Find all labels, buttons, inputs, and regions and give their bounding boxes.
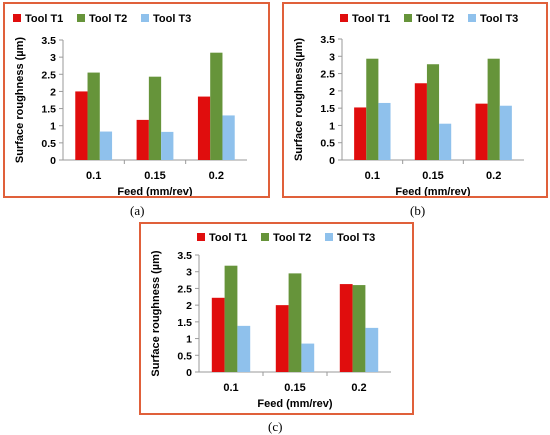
caption-b: (b): [410, 203, 426, 218]
bar-t1-0: [354, 107, 367, 160]
y-axis-title: Surface roughness (µm): [14, 37, 26, 163]
legend-swatch-2: [77, 14, 85, 22]
y-tick-label: 1: [50, 121, 56, 133]
bar-t2-1: [426, 64, 440, 160]
x-tick-label: 0.1: [223, 382, 238, 394]
y-tick-label: 3.5: [41, 35, 56, 47]
y-tick-label: 1.5: [177, 317, 192, 329]
caption-c: (c): [268, 419, 283, 434]
bar-t1-2: [339, 284, 353, 372]
x-tick-label: 0.2: [486, 170, 501, 182]
y-tick-label: 2: [329, 86, 335, 98]
y-tick-label: 1: [329, 120, 335, 132]
bar-t2-0: [224, 265, 238, 372]
legend-label-2: Tool T2: [89, 13, 127, 25]
y-tick-label: 1.5: [320, 103, 335, 115]
legend: Tool T1 Tool T2 Tool T3: [197, 232, 375, 244]
y-tick-label: 0.5: [177, 350, 192, 362]
y-tick-label: 2: [186, 300, 192, 312]
bar-t1-2: [475, 103, 488, 160]
bar-t1-1: [136, 119, 149, 160]
bar-t1-0: [75, 91, 88, 160]
x-tick-label: 0.2: [351, 382, 366, 394]
x-tick-label: 0.15: [284, 382, 305, 394]
bar-t3-1: [439, 123, 452, 160]
legend-label-1: Tool T1: [25, 13, 63, 25]
legend-label-3: Tool T3: [153, 13, 191, 25]
bar-t2-0: [366, 58, 379, 160]
legend-swatch-1: [340, 14, 348, 22]
legend-label-3: Tool T3: [337, 232, 375, 244]
y-tick-label: 1.5: [41, 104, 56, 116]
bar-t1-1: [275, 305, 289, 372]
bar-t3-0: [378, 102, 391, 160]
bar-t3-2: [365, 327, 379, 372]
bar-t2-0: [87, 72, 100, 160]
y-axis-title: Surface roughness (µm): [150, 250, 162, 376]
y-tick-label: 3: [329, 51, 335, 63]
bar-t3-0: [99, 131, 113, 160]
chart-panel-a: Tool T1 Tool T2 Tool T3 0 0.5 1 1.5 2 2.5 3 3.5 0.1…: [3, 2, 270, 198]
y-tick-label: 2: [50, 86, 56, 98]
bar-chart-c: Tool T1 Tool T2 Tool T3 0 0.5 1 1.5 2 2.5 3 3.5 0.1…: [150, 232, 391, 410]
y-tick-label: 3.5: [177, 250, 192, 262]
y-tick-label: 1: [186, 334, 192, 346]
bar-t1-2: [197, 96, 211, 160]
y-tick-label: 3: [50, 52, 56, 64]
y-tick-label: 0: [186, 367, 192, 379]
legend-label-1: Tool T1: [209, 232, 247, 244]
chart-panel-c: Tool T1 Tool T2 Tool T3 0 0.5 1 1.5 2 2.5 3 3.5 0.1…: [139, 222, 414, 415]
bar-t2-1: [288, 273, 302, 372]
x-axis-title: Feed (mm/rev): [117, 186, 193, 196]
legend-swatch-2: [404, 14, 412, 22]
x-axis-title: Feed (mm/rev): [395, 186, 471, 196]
legend-label-2: Tool T2: [416, 13, 454, 25]
legend-swatch-3: [468, 14, 476, 22]
legend-swatch-1: [13, 14, 21, 22]
legend-swatch-3: [141, 14, 149, 22]
bar-t2-1: [148, 76, 162, 160]
chart-panel-b: Tool T1 Tool T2 Tool T3 0 0.5 1 1.5 2 2.5 3 3.5 0.1…: [282, 2, 548, 198]
legend-label-1: Tool T1: [352, 13, 390, 25]
bar-t2-2: [210, 52, 223, 160]
legend: Tool T1 Tool T2 Tool T3: [340, 13, 518, 25]
y-axis-title: Surface roughness(µm): [293, 38, 305, 161]
caption-a: (a): [130, 203, 145, 218]
bar-t2-2: [352, 285, 366, 372]
bar-t3-2: [499, 105, 512, 160]
bar-t2-2: [487, 58, 500, 160]
legend-swatch-1: [197, 233, 205, 241]
x-tick-label: 0.2: [209, 170, 224, 182]
bar-t3-1: [301, 343, 315, 372]
y-tick-label: 0.5: [41, 138, 56, 150]
legend-label-2: Tool T2: [273, 232, 311, 244]
x-tick-label: 0.1: [365, 170, 380, 182]
bar-chart-b: Tool T1 Tool T2 Tool T3 0 0.5 1 1.5 2 2.5 3 3.5 0.1…: [293, 13, 524, 196]
y-tick-label: 2.5: [41, 69, 56, 81]
legend-swatch-3: [325, 233, 333, 241]
bar-t3-2: [222, 115, 235, 160]
legend-swatch-2: [261, 233, 269, 241]
y-tick-label: 2.5: [177, 283, 192, 295]
x-tick-label: 0.1: [86, 170, 101, 182]
y-tick-label: 0: [329, 155, 335, 167]
y-tick-label: 3.5: [320, 34, 335, 46]
bar-t3-0: [237, 325, 251, 372]
y-tick-label: 0.5: [320, 138, 335, 150]
x-tick-label: 0.15: [144, 170, 165, 182]
y-tick-label: 0: [50, 155, 56, 167]
bar-t1-0: [211, 297, 225, 372]
legend-label-3: Tool T3: [480, 13, 518, 25]
bar-t1-1: [414, 83, 427, 160]
bar-chart-a: Tool T1 Tool T2 Tool T3 0 0.5 1 1.5 2 2.5 3 3.5 0.1…: [13, 13, 247, 196]
x-tick-label: 0.15: [422, 170, 443, 182]
x-axis-title: Feed (mm/rev): [257, 398, 333, 410]
y-tick-label: 3: [186, 267, 192, 279]
legend: Tool T1 Tool T2 Tool T3: [13, 13, 191, 25]
bar-t3-1: [161, 131, 174, 160]
y-tick-label: 2.5: [320, 69, 335, 81]
